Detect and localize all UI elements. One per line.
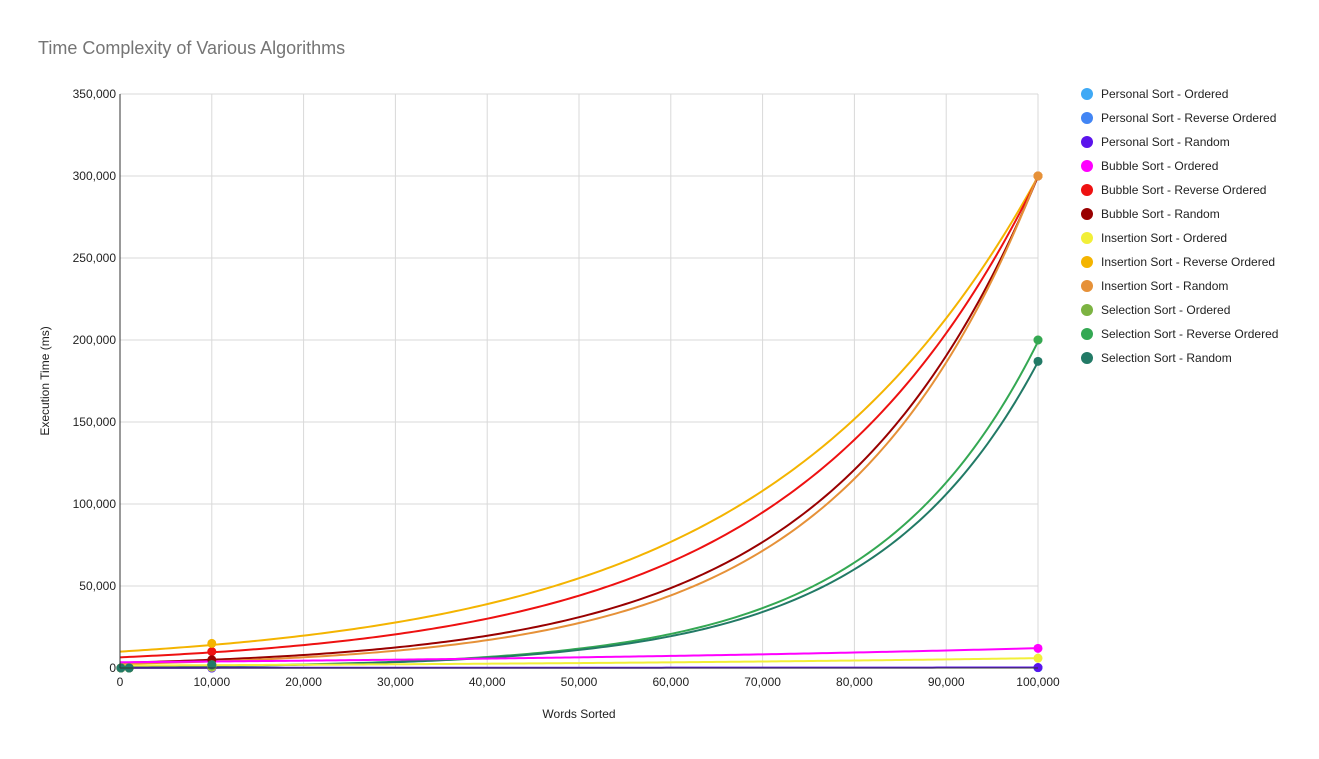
axes <box>119 94 1038 669</box>
legend-marker <box>1081 232 1093 244</box>
y-tick-label: 350,000 <box>73 87 117 101</box>
data-point <box>207 660 217 670</box>
trendline <box>119 176 1039 659</box>
x-tick-label: 50,000 <box>561 675 598 689</box>
data-point <box>1033 653 1043 663</box>
legend-label: Insertion Sort - Ordered <box>1101 231 1227 245</box>
legend-marker <box>1081 184 1093 196</box>
y-tick-label: 50,000 <box>79 579 116 593</box>
legend-label: Insertion Sort - Random <box>1101 279 1228 293</box>
x-tick-labels: 0 10,000 20,000 30,000 40,000 50,000 60,000 70,… <box>117 675 1060 689</box>
legend-label: Personal Sort - Ordered <box>1101 87 1228 101</box>
data-point <box>1033 643 1043 653</box>
x-tick-label: 100,000 <box>1016 675 1060 689</box>
y-tick-label: 0 <box>109 661 116 675</box>
data-point <box>207 638 217 648</box>
legend-marker <box>1081 112 1093 124</box>
data-point <box>1033 171 1043 181</box>
legend-label: Insertion Sort - Reverse Ordered <box>1101 255 1275 269</box>
legend-marker <box>1081 136 1093 148</box>
data-point <box>1033 335 1043 345</box>
legend-marker <box>1081 328 1093 340</box>
x-tick-label: 90,000 <box>928 675 965 689</box>
trendline <box>119 657 1039 667</box>
y-axis-title: Execution Time (ms) <box>38 326 52 435</box>
legend-marker <box>1081 208 1093 220</box>
legend-marker <box>1081 352 1093 364</box>
legend-label: Bubble Sort - Reverse Ordered <box>1101 183 1266 197</box>
y-tick-label: 300,000 <box>73 169 117 183</box>
legend-label: Personal Sort - Random <box>1101 135 1230 149</box>
y-tick-label: 100,000 <box>73 497 117 511</box>
legend: Personal Sort - Ordered Personal Sort - R… <box>1081 87 1278 365</box>
legend-label: Selection Sort - Ordered <box>1101 303 1230 317</box>
x-tick-label: 10,000 <box>193 675 230 689</box>
x-tick-label: 60,000 <box>652 675 689 689</box>
x-tick-label: 80,000 <box>836 675 873 689</box>
gridlines <box>119 93 1039 669</box>
y-tick-label: 250,000 <box>73 251 117 265</box>
x-tick-label: 70,000 <box>744 675 781 689</box>
legend-marker <box>1081 160 1093 172</box>
chart-title: Time Complexity of Various Algorithms <box>38 38 346 58</box>
x-tick-label: 30,000 <box>377 675 414 689</box>
legend-label: Personal Sort - Reverse Ordered <box>1101 111 1276 125</box>
trendline <box>119 647 1039 664</box>
data-point <box>1033 356 1043 366</box>
data-point <box>207 647 217 657</box>
legend-label: Bubble Sort - Random <box>1101 207 1220 221</box>
y-tick-label: 150,000 <box>73 415 117 429</box>
y-tick-label: 200,000 <box>73 333 117 347</box>
trendline <box>119 176 1039 653</box>
legend-marker <box>1081 88 1093 100</box>
legend-marker <box>1081 304 1093 316</box>
x-tick-label: 40,000 <box>469 675 506 689</box>
legend-marker <box>1081 280 1093 292</box>
legend-label: Selection Sort - Reverse Ordered <box>1101 327 1278 341</box>
y-tick-labels: 0 50,000 100,000 150,000 200,000 250,000 300,0… <box>73 87 117 675</box>
trendline <box>119 174 1039 665</box>
x-tick-label: 0 <box>117 675 124 689</box>
x-axis-title: Words Sorted <box>542 707 615 721</box>
legend-label: Selection Sort - Random <box>1101 351 1232 365</box>
legend-label: Bubble Sort - Ordered <box>1101 159 1218 173</box>
x-tick-label: 20,000 <box>285 675 322 689</box>
trendline <box>119 175 1039 664</box>
legend-marker <box>1081 256 1093 268</box>
